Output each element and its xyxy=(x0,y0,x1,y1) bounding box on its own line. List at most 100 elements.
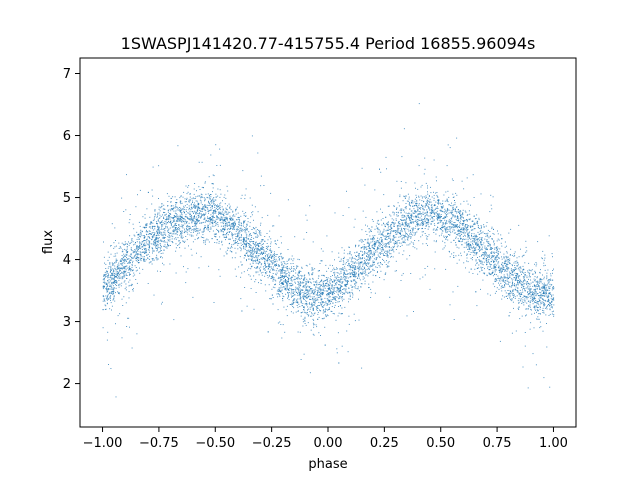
data-point xyxy=(300,300,302,302)
data-point xyxy=(128,244,130,246)
data-point xyxy=(126,248,128,250)
data-point xyxy=(494,263,496,265)
data-point xyxy=(547,284,549,286)
data-point xyxy=(379,230,381,232)
data-point xyxy=(381,224,383,226)
data-point xyxy=(476,236,478,238)
data-point xyxy=(234,220,236,222)
data-point xyxy=(521,294,523,295)
data-point xyxy=(136,246,138,248)
data-point xyxy=(510,268,512,270)
data-point xyxy=(544,264,546,266)
data-point xyxy=(168,217,170,219)
data-point xyxy=(242,210,244,212)
data-point xyxy=(525,290,526,292)
data-point xyxy=(415,220,417,222)
data-point xyxy=(466,244,468,246)
data-point xyxy=(139,245,140,247)
data-point xyxy=(205,205,207,207)
data-point xyxy=(413,311,414,312)
data-point xyxy=(397,222,399,224)
data-point xyxy=(399,196,401,198)
data-point xyxy=(225,235,227,237)
data-point xyxy=(295,290,297,292)
data-point xyxy=(449,256,451,258)
data-point xyxy=(422,219,424,220)
data-point xyxy=(440,215,441,217)
data-point xyxy=(305,293,307,294)
data-point xyxy=(258,249,260,251)
data-point xyxy=(240,242,242,244)
data-point xyxy=(121,276,123,278)
data-point xyxy=(542,295,544,297)
data-point xyxy=(331,287,333,289)
data-point xyxy=(381,240,383,242)
data-point xyxy=(463,220,465,222)
data-point xyxy=(493,267,495,269)
data-point xyxy=(452,197,454,198)
data-point xyxy=(140,248,142,250)
data-point xyxy=(519,294,521,296)
data-point xyxy=(192,219,194,221)
data-point xyxy=(363,272,365,274)
data-point xyxy=(534,263,536,265)
data-point xyxy=(136,269,138,271)
data-point xyxy=(328,307,330,309)
data-point xyxy=(304,295,306,297)
data-point xyxy=(358,298,359,300)
data-point xyxy=(244,227,246,228)
data-point xyxy=(110,282,112,284)
data-point xyxy=(264,257,266,259)
data-point xyxy=(130,247,132,249)
data-point xyxy=(468,242,470,244)
data-point xyxy=(329,289,331,291)
data-point xyxy=(374,292,376,294)
data-point xyxy=(170,224,172,226)
data-point xyxy=(452,225,454,227)
data-point xyxy=(416,222,418,224)
data-point xyxy=(146,233,148,235)
data-point xyxy=(519,289,521,291)
data-point xyxy=(427,224,429,226)
data-point xyxy=(245,226,247,228)
data-point xyxy=(468,247,470,249)
data-point xyxy=(473,240,475,242)
data-point xyxy=(122,266,124,268)
data-point xyxy=(451,217,453,219)
data-point xyxy=(271,288,273,290)
data-point xyxy=(527,292,528,294)
data-point xyxy=(347,261,349,262)
data-point xyxy=(211,183,213,185)
data-point xyxy=(359,267,361,269)
data-point xyxy=(377,248,379,250)
data-point xyxy=(128,269,130,271)
data-point xyxy=(203,197,205,199)
data-point xyxy=(190,209,192,211)
data-point xyxy=(296,305,298,306)
data-point xyxy=(154,209,156,211)
data-point xyxy=(464,219,466,221)
data-point xyxy=(252,263,254,264)
data-point xyxy=(303,353,305,355)
data-point xyxy=(184,247,186,249)
data-point xyxy=(172,242,174,244)
data-point xyxy=(506,257,508,259)
data-point xyxy=(303,307,305,309)
data-point xyxy=(301,289,303,291)
data-point xyxy=(408,230,410,232)
data-point xyxy=(240,230,242,231)
data-point xyxy=(552,299,554,300)
data-point xyxy=(290,311,292,313)
data-point xyxy=(511,298,513,300)
data-point xyxy=(433,159,435,161)
data-point xyxy=(399,232,401,234)
data-point xyxy=(228,203,230,205)
data-point xyxy=(271,250,273,252)
data-point xyxy=(478,244,480,246)
data-point xyxy=(251,204,253,206)
data-point xyxy=(181,219,183,221)
data-point xyxy=(111,277,113,279)
data-point xyxy=(136,241,138,243)
data-point xyxy=(164,223,166,225)
data-point xyxy=(192,206,194,208)
